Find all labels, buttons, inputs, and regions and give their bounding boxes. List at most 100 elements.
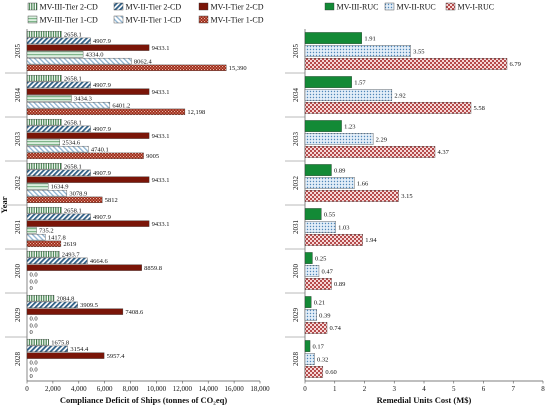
right-bar-mv-ii-ruc-2034 <box>304 89 393 101</box>
left-data-label-mv-i-tier-1-cd-2031: 2619 <box>63 241 76 248</box>
remedial-units-cost-chart: 0 1 2 3 4 5 6 7 8 Remedial Units Cost (M$) 2035 1.9… <box>285 2 545 405</box>
right-bar-mv-i-ruc-2034 <box>304 102 472 114</box>
right-data-label-mv-ii-ruc-2035: 3.55 <box>413 48 424 55</box>
left-bar-mv-ii-tier-2-cd-2030 <box>26 257 88 265</box>
left-legend-swatch-mv-i-tier-1-cd <box>198 15 209 24</box>
right-x-tick-label: 4 <box>422 385 426 393</box>
left-x-tick-label: 10,000 <box>147 385 167 393</box>
right-data-label-mv-ii-ruc-2029: 0.39 <box>319 312 330 319</box>
left-bar-mv-ii-tier-2-cd-2031 <box>26 213 91 221</box>
left-y-axis-title: Year <box>0 196 9 213</box>
left-data-label-mv-ii-tier-1-cd-2032: 3078.9 <box>69 190 87 197</box>
left-data-label-mv-ii-tier-2-cd-2029: 3909.5 <box>80 302 98 309</box>
right-category-label-2035: 2035 <box>292 44 300 59</box>
left-bar-mv-i-tier-2-cd-2033 <box>26 132 150 139</box>
right-category-label-2029: 2029 <box>292 308 300 323</box>
right-bar-mv-iii-ruc-2032 <box>304 164 332 176</box>
left-bar-mv-ii-tier-1-cd-2032 <box>26 189 68 197</box>
right-bar-mv-iii-ruc-2030 <box>304 252 313 264</box>
left-category-label-2029: 2029 <box>14 308 22 323</box>
left-x-tick-label: 4,000 <box>71 385 87 393</box>
right-bar-mv-i-ruc-2029 <box>304 322 328 334</box>
left-data-label-mv-ii-tier-1-cd-2031: 1417.8 <box>48 234 66 241</box>
left-bar-mv-iii-tier-1-cd-2032 <box>26 183 49 190</box>
left-bar-mv-i-tier-1-cd-2031 <box>26 240 62 248</box>
left-bar-mv-i-tier-1-cd-2032 <box>26 196 103 204</box>
left-data-label-mv-iii-tier-1-cd-2033: 2534.6 <box>62 140 81 147</box>
right-data-label-mv-i-ruc-2029: 0.74 <box>330 325 342 332</box>
right-x-tick-label: 8 <box>541 385 545 393</box>
left-bar-mv-i-tier-2-cd-2035 <box>26 44 150 51</box>
left-data-label-mv-i-tier-2-cd-2031: 9433.1 <box>152 221 170 228</box>
left-bar-mv-ii-tier-1-cd-2033 <box>26 145 89 153</box>
left-bar-mv-i-tier-1-cd-2035 <box>26 64 227 72</box>
right-bar-mv-ii-ruc-2033 <box>304 133 374 145</box>
left-bar-mv-i-tier-2-cd-2030 <box>26 264 142 271</box>
left-legend-swatch-mv-iii-tier-1-cd <box>27 15 38 24</box>
right-data-label-mv-iii-ruc-2028: 0.17 <box>313 343 325 350</box>
right-bar-mv-iii-ruc-2033 <box>304 120 342 132</box>
right-x-tick-label: 5 <box>452 385 456 393</box>
left-data-label-mv-iii-tier-1-cd-2034: 3434.3 <box>74 96 92 103</box>
left-bar-mv-i-tier-1-cd-2033 <box>26 152 144 160</box>
left-bar-mv-ii-tier-1-cd-2031 <box>26 233 46 241</box>
left-bar-mv-iii-tier-1-cd-2033 <box>26 139 60 146</box>
left-bar-mv-iii-tier-2-cd-2035 <box>26 30 62 38</box>
right-category-label-2034: 2034 <box>292 88 300 103</box>
left-data-label-mv-iii-tier-1-cd-2031: 735.2 <box>39 228 54 235</box>
right-bar-mv-i-ruc-2033 <box>304 146 436 158</box>
left-data-label-mv-ii-tier-1-cd-2033: 4740.1 <box>91 146 109 153</box>
right-data-label-mv-ii-ruc-2031: 1.03 <box>338 224 349 231</box>
left-data-label-mv-iii-tier-2-cd-2035: 2658.1 <box>64 31 82 38</box>
left-data-label-mv-i-tier-1-cd-2034: 12,198 <box>187 109 205 116</box>
right-data-label-mv-iii-ruc-2030: 0.25 <box>315 255 326 262</box>
left-category-label-2035: 2035 <box>14 44 22 59</box>
right-data-label-mv-ii-ruc-2030: 0.47 <box>321 268 333 275</box>
left-data-label-mv-iii-tier-2-cd-2028: 1675.8 <box>51 339 69 346</box>
left-data-label-mv-ii-tier-1-cd-2035: 8062.4 <box>134 58 153 65</box>
right-bar-mv-ii-ruc-2029 <box>304 309 317 321</box>
left-data-label-mv-i-tier-1-cd-2035: 15,390 <box>229 65 247 72</box>
left-bar-mv-ii-tier-1-cd-2035 <box>26 57 132 65</box>
left-category-label-2032: 2032 <box>14 176 22 191</box>
left-x-axis-title: Compliance Deficit of Ships (tonnes of C… <box>60 395 228 405</box>
left-data-label-mv-ii-tier-1-cd-2030: 0.0 <box>30 278 38 285</box>
right-data-label-mv-iii-ruc-2029: 0.21 <box>314 299 325 306</box>
left-bar-mv-iii-tier-2-cd-2028 <box>26 338 49 346</box>
left-bar-mv-iii-tier-1-cd-2034 <box>26 95 72 102</box>
compliance-deficit-chart: 0 2,000 4,000 6,000 8,000 10,000 12,000 14,000 1… <box>0 2 270 405</box>
right-data-label-mv-i-ruc-2030: 0.89 <box>334 281 345 288</box>
right-bar-mv-i-ruc-2030 <box>304 278 332 290</box>
left-bar-mv-iii-tier-2-cd-2031 <box>26 206 62 214</box>
left-legend-swatch-mv-i-tier-2-cd <box>198 2 209 11</box>
right-legend-swatch-mv-i-ruc <box>445 2 456 11</box>
right-data-label-mv-ii-ruc-2028: 0.32 <box>317 356 328 363</box>
left-data-label-mv-iii-tier-2-cd-2034: 2658.1 <box>64 75 82 82</box>
right-data-label-mv-iii-ruc-2032: 0.89 <box>334 167 345 174</box>
left-x-tick-label: 2,000 <box>45 385 61 393</box>
right-data-label-mv-iii-ruc-2034: 1.57 <box>354 79 366 86</box>
left-data-label-mv-ii-tier-2-cd-2031: 4907.9 <box>93 214 111 221</box>
left-data-label-mv-iii-tier-1-cd-2032: 1634.9 <box>51 184 69 191</box>
right-category-label-2033: 2033 <box>292 132 300 147</box>
left-bar-mv-ii-tier-2-cd-2029 <box>26 301 78 309</box>
left-x-tick-label: 0 <box>25 385 29 393</box>
left-bar-mv-iii-tier-2-cd-2034 <box>26 74 62 82</box>
left-category-label-2028: 2028 <box>14 352 22 367</box>
left-legend-swatch-mv-iii-tier-2-cd <box>27 2 38 11</box>
right-legend-label-mv-i-ruc: MV-I-RUC <box>458 2 495 11</box>
left-bar-mv-iii-tier-1-cd-2031 <box>26 227 37 234</box>
left-legend-swatch-mv-ii-tier-2-cd <box>113 2 124 11</box>
left-x-tick-label: 12,000 <box>173 385 193 393</box>
left-bar-mv-iii-tier-2-cd-2029 <box>26 294 55 302</box>
right-data-label-mv-iii-ruc-2035: 1.91 <box>364 35 375 42</box>
right-category-label-2028: 2028 <box>292 352 300 367</box>
left-bar-mv-iii-tier-2-cd-2032 <box>26 162 62 170</box>
right-legend-label-mv-iii-ruc: MV-III-RUC <box>337 2 379 11</box>
left-bar-mv-i-tier-2-cd-2029 <box>26 308 124 315</box>
right-bar-mv-iii-ruc-2029 <box>304 296 312 308</box>
left-legend-label-mv-iii-tier-1-cd: MV-III-Tier 1-CD <box>40 15 99 24</box>
right-category-label-2030: 2030 <box>292 264 300 279</box>
left-legend-label-mv-iii-tier-2-cd: MV-III-Tier 2-CD <box>40 2 99 11</box>
left-data-label-mv-iii-tier-2-cd-2030: 2493.7 <box>62 251 81 258</box>
